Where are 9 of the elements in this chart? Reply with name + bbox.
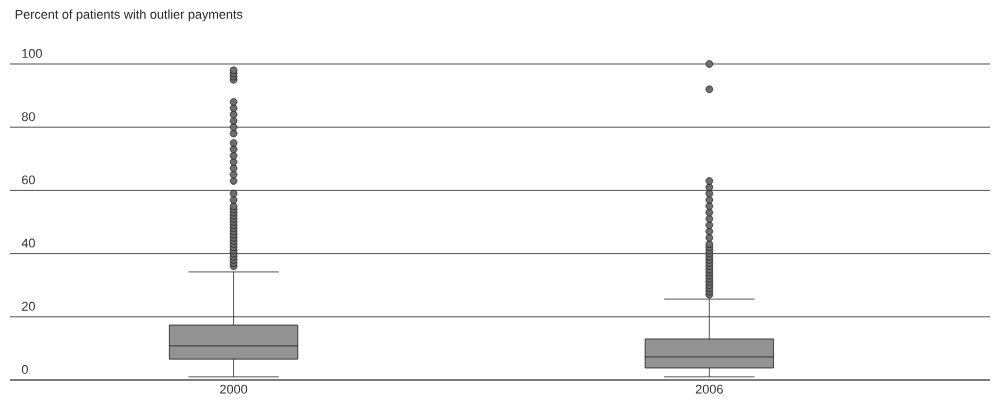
x-tick-label: 2006 [695, 384, 723, 394]
y-tick-label: 0 [21, 364, 28, 374]
y-tick-label: 40 [21, 238, 35, 248]
y-tick-label: 80 [21, 112, 35, 122]
y-tick-label: 100 [22, 48, 43, 58]
x-tick-label: 2000 [220, 384, 248, 394]
y-tick-label: 60 [22, 175, 35, 185]
y-axis-title: Percent of patients with outlier payments [15, 9, 243, 22]
y-tick-label: 20 [22, 301, 35, 311]
